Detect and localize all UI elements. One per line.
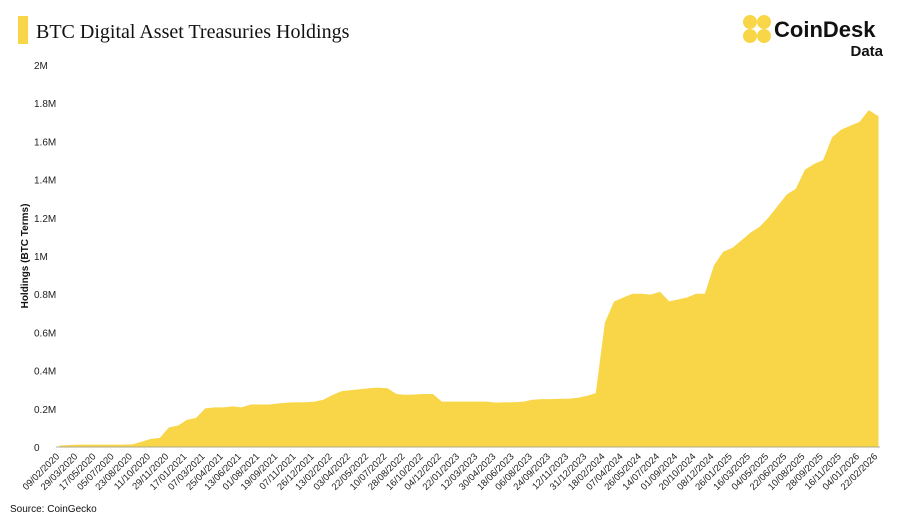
logo-dot	[743, 29, 757, 43]
brand-sub: Data	[850, 43, 883, 60]
y-tick-label: 1.2M	[34, 214, 56, 225]
y-axis-label: Holdings (BTC Terms)	[20, 204, 31, 309]
title-accent	[18, 16, 28, 44]
chart-title: BTC Digital Asset Treasuries Holdings	[36, 21, 350, 43]
logo-dot	[757, 15, 771, 29]
brand-logo: CoinDesk Data	[743, 15, 884, 60]
logo-dot	[743, 15, 757, 29]
area	[59, 110, 879, 448]
y-tick-label: 1.6M	[34, 137, 56, 148]
source: Source: CoinGecko	[10, 504, 97, 515]
y-tick-label: 0.4M	[34, 367, 56, 378]
y-tick-label: 0	[34, 443, 40, 454]
y-tick-label: 0.8M	[34, 290, 56, 301]
y-tick-label: 1M	[34, 252, 48, 263]
brand-name: CoinDesk	[774, 17, 876, 42]
y-tick-label: 2M	[34, 61, 48, 72]
logo-dot	[757, 29, 771, 43]
y-tick-label: 0.6M	[34, 328, 56, 339]
y-tick-label: 1.8M	[34, 99, 56, 110]
y-tick-label: 0.2M	[34, 405, 56, 416]
y-tick-label: 1.4M	[34, 176, 56, 187]
